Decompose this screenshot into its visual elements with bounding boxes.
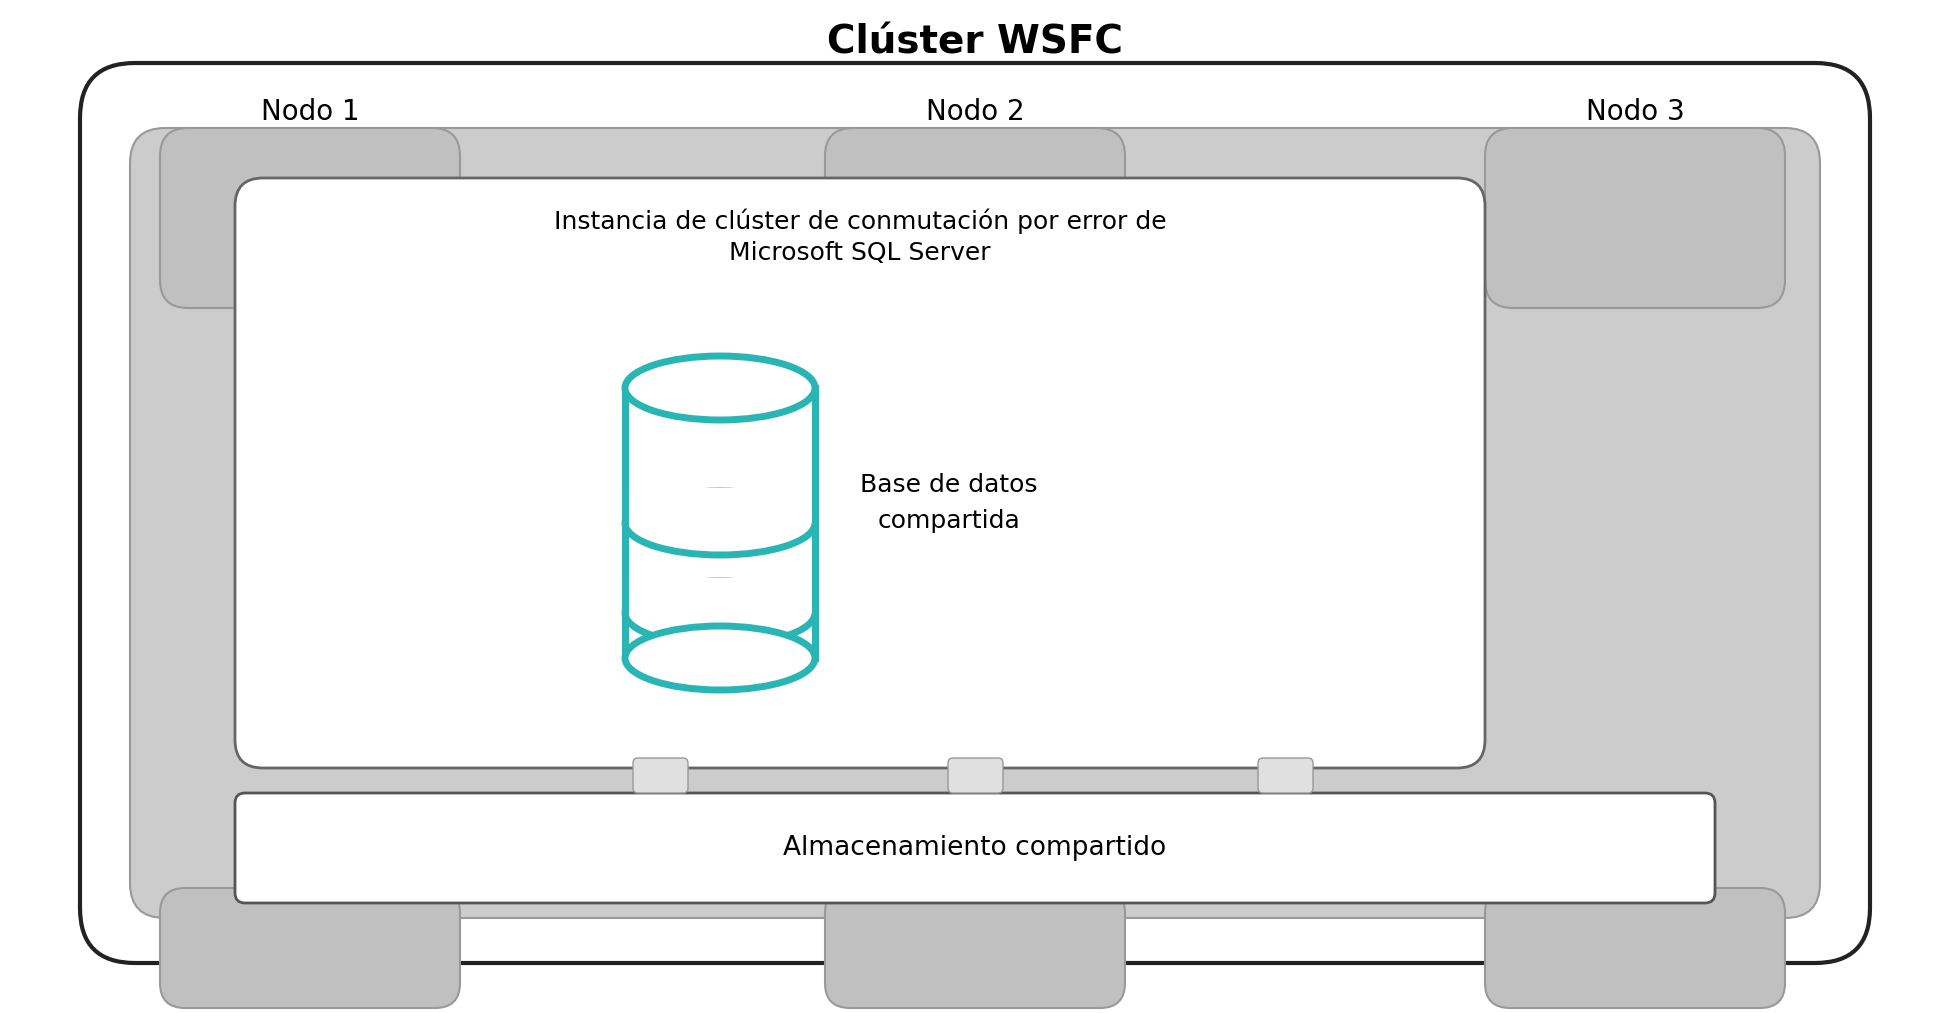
FancyBboxPatch shape: [632, 758, 689, 793]
Bar: [624, 388, 816, 658]
FancyBboxPatch shape: [1258, 758, 1313, 793]
Bar: [622, 488, 817, 523]
Text: Almacenamiento compartido: Almacenamiento compartido: [784, 835, 1167, 861]
FancyBboxPatch shape: [160, 128, 460, 308]
FancyBboxPatch shape: [80, 63, 1869, 963]
FancyBboxPatch shape: [825, 128, 1126, 308]
FancyBboxPatch shape: [1485, 128, 1785, 308]
Bar: [622, 578, 817, 613]
Text: Nodo 3: Nodo 3: [1586, 98, 1684, 126]
Text: Base de datos
compartida: Base de datos compartida: [860, 473, 1038, 533]
Ellipse shape: [624, 356, 816, 420]
FancyBboxPatch shape: [234, 178, 1485, 768]
FancyBboxPatch shape: [948, 758, 1003, 793]
FancyBboxPatch shape: [825, 888, 1126, 1008]
FancyBboxPatch shape: [1485, 888, 1785, 1008]
Text: Clúster WSFC: Clúster WSFC: [827, 23, 1124, 61]
Text: Instancia de clúster de conmutación por error de
Microsoft SQL Server: Instancia de clúster de conmutación por …: [554, 208, 1167, 265]
FancyBboxPatch shape: [160, 888, 460, 1008]
FancyBboxPatch shape: [131, 128, 1820, 918]
Ellipse shape: [624, 626, 816, 690]
FancyBboxPatch shape: [234, 793, 1715, 903]
Text: Nodo 2: Nodo 2: [925, 98, 1024, 126]
Text: Nodo 1: Nodo 1: [261, 98, 359, 126]
